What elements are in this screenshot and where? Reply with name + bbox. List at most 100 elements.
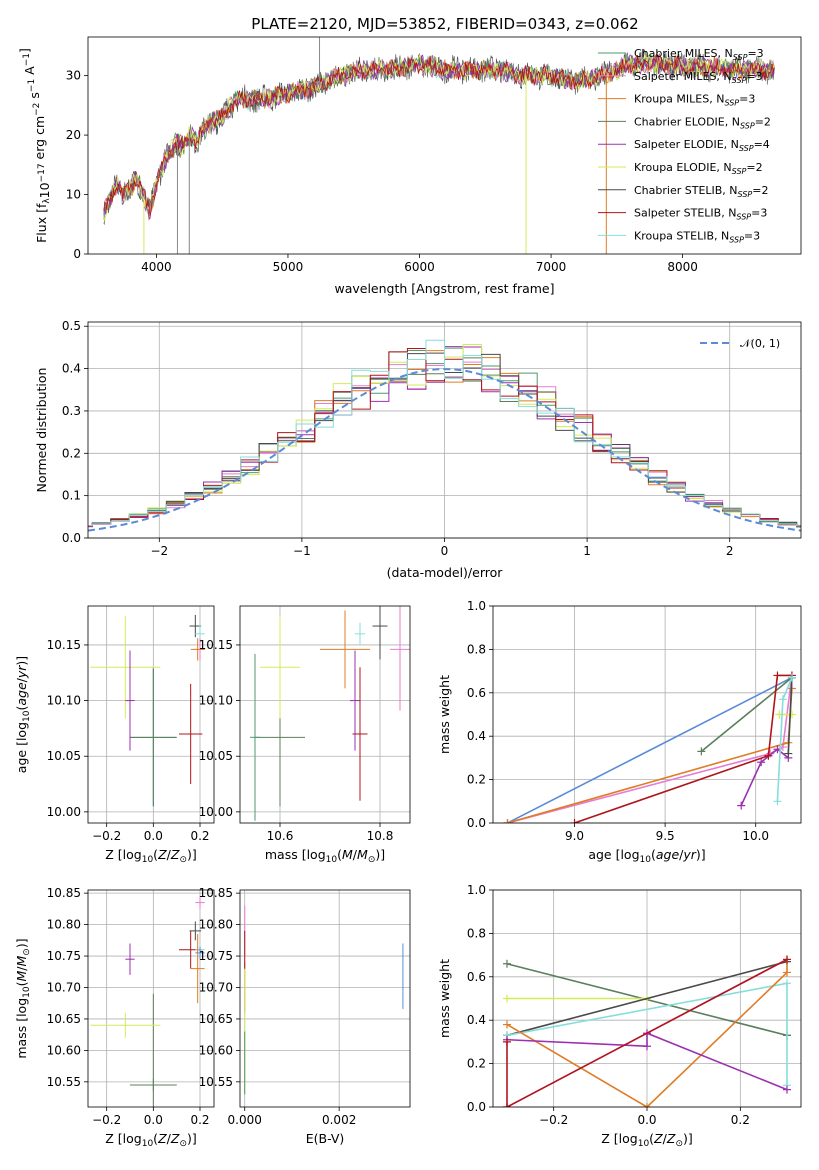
legend-entry: Salpeter STELIB, NSSP=3 xyxy=(634,207,767,222)
weight-line xyxy=(507,676,793,823)
weight-series xyxy=(503,671,796,823)
y-tick-label: 0.8 xyxy=(467,926,486,940)
data-point xyxy=(189,921,202,941)
y-tick-label: 0.2 xyxy=(62,446,81,460)
plot-area xyxy=(103,37,775,254)
x-axis-label: wavelength [Angstrom, rest frame] xyxy=(334,281,554,296)
data-point xyxy=(355,622,365,645)
panel-mass-weight-vs-age: 9.0 9.5 10.0 0.0 0.2 0.4 0.6 0.8 1.0 age [log10(a… xyxy=(437,599,802,865)
y-tick-label: 0.5 xyxy=(62,319,81,333)
x-tick-label: −2 xyxy=(150,544,168,558)
y-tick-label: 10.60 xyxy=(199,1043,233,1057)
x-tick-label: 0.000 xyxy=(228,1113,262,1127)
x-axis-label: (data-model)/error xyxy=(387,565,504,580)
weight-marker xyxy=(503,959,511,968)
plot-area xyxy=(503,671,796,823)
x-tick-label: 0.002 xyxy=(322,1113,356,1127)
y-tick-label: 10.05 xyxy=(199,749,233,763)
y-tick-label: 10.00 xyxy=(199,805,233,819)
data-point xyxy=(260,616,300,719)
data-point xyxy=(195,946,205,960)
plot-area xyxy=(503,955,791,1107)
panel-mass-vs-ebv: 0.000 0.002 10.55 10.60 10.65 10.70 10.75 10.80… xyxy=(199,886,411,1146)
y-tick-label: 0.2 xyxy=(467,1057,486,1071)
weight-marker xyxy=(503,994,511,1003)
x-axis-label: Z [log10(Z/Z⊙)] xyxy=(601,1131,693,1149)
panel-age-vs-Z: −0.2 0.0 0.2 10.00 10.05 10.10 10.15 Z [log10(Z… xyxy=(14,605,215,865)
legend-entry: Kroupa STELIB, NSSP=3 xyxy=(634,229,760,244)
y-tick-label: 10.75 xyxy=(47,949,81,963)
y-tick-label: 10.80 xyxy=(47,918,81,932)
legend-entry: 𝒩(0, 1) xyxy=(740,337,780,350)
weight-series xyxy=(773,673,796,806)
axes-frame xyxy=(239,605,411,824)
data-point xyxy=(90,1012,161,1038)
panel-spectrum: 4000 5000 6000 7000 8000 0 10 20 30 wavelength [A… xyxy=(17,36,802,296)
x-tick-label: −0.2 xyxy=(539,1113,568,1127)
legend-entry: Salpeter MILES, NSSP=3 xyxy=(634,70,763,85)
weight-marker xyxy=(503,1037,511,1046)
y-tick-label: 0 xyxy=(73,247,81,261)
weight-marker xyxy=(784,749,793,758)
panel-age-vs-mass: 10.6 10.8 10.00 10.05 10.10 10.15 mass [log10(… xyxy=(199,605,411,865)
x-tick-label: 1 xyxy=(583,544,591,558)
x-tick-label: −0.2 xyxy=(92,829,121,843)
spectrum-line xyxy=(103,54,775,220)
x-axis-label: Z [log10(Z/Z⊙)] xyxy=(105,1131,197,1149)
data-point xyxy=(350,650,360,751)
weight-line xyxy=(506,958,788,1107)
y-tick-label: 10.10 xyxy=(47,694,81,708)
x-tick-label: 4000 xyxy=(141,260,172,274)
x-tick-label: 5000 xyxy=(273,260,304,274)
y-tick-label: 0.6 xyxy=(467,686,486,700)
data-point xyxy=(125,650,135,751)
weight-marker xyxy=(503,1103,511,1107)
y-tick-label: 1.0 xyxy=(467,599,486,613)
plot-area xyxy=(90,896,205,1107)
y-tick-label: 1.0 xyxy=(467,883,486,897)
y-tick-label: 0.4 xyxy=(467,1013,486,1027)
y-tick-label: 10.65 xyxy=(199,1012,233,1026)
y-tick-label: 10.75 xyxy=(199,949,233,963)
x-axis-label: Z [log10(Z/Z⊙)] xyxy=(105,847,197,865)
weight-marker xyxy=(787,710,796,719)
weight-series xyxy=(775,710,796,719)
weight-marker xyxy=(783,968,791,977)
x-axis-label: E(B-V) xyxy=(306,1131,345,1146)
weight-marker xyxy=(783,955,791,964)
weight-marker xyxy=(737,801,746,810)
axes-frame xyxy=(492,889,802,1108)
weight-line xyxy=(700,676,793,753)
y-tick-label: 10.55 xyxy=(199,1075,233,1089)
weight-series xyxy=(570,671,796,823)
y-axis-label: age [log10(age/yr)] xyxy=(14,656,32,773)
legend-entry: Chabrier ELODIE, NSSP=2 xyxy=(634,115,771,130)
axes-frame xyxy=(492,605,802,824)
weight-line xyxy=(574,674,792,823)
y-tick-label: 10.10 xyxy=(199,694,233,708)
axes-frame xyxy=(87,889,215,1108)
data-point xyxy=(390,606,410,711)
weight-marker xyxy=(643,1042,651,1051)
y-tick-label: 0.0 xyxy=(62,531,81,545)
y-tick-label: 10.05 xyxy=(47,749,81,763)
weight-marker xyxy=(783,1085,791,1094)
y-tick-label: 10.15 xyxy=(199,638,233,652)
weight-line xyxy=(506,959,788,1107)
plot-area xyxy=(88,339,801,532)
weight-marker xyxy=(643,1103,651,1107)
y-tick-label: 0.6 xyxy=(467,970,486,984)
data-point xyxy=(125,943,135,975)
data-point xyxy=(190,934,205,1004)
panel-mass-vs-Z: −0.2 0.0 0.2 10.55 10.60 10.65 10.70 10.75 10.80… xyxy=(14,886,215,1149)
spectrum-line xyxy=(103,53,775,217)
y-tick-label: 10 xyxy=(66,188,81,202)
x-tick-label: 0 xyxy=(441,544,449,558)
data-point xyxy=(352,667,368,801)
weight-marker xyxy=(783,979,791,988)
legend: Chabrier MILES, NSSP=3 Salpeter MILES, NS… xyxy=(598,47,771,244)
y-tick-label: 20 xyxy=(66,128,81,142)
axes-frame xyxy=(239,889,411,1108)
x-tick-label: 0.2 xyxy=(190,1113,209,1127)
